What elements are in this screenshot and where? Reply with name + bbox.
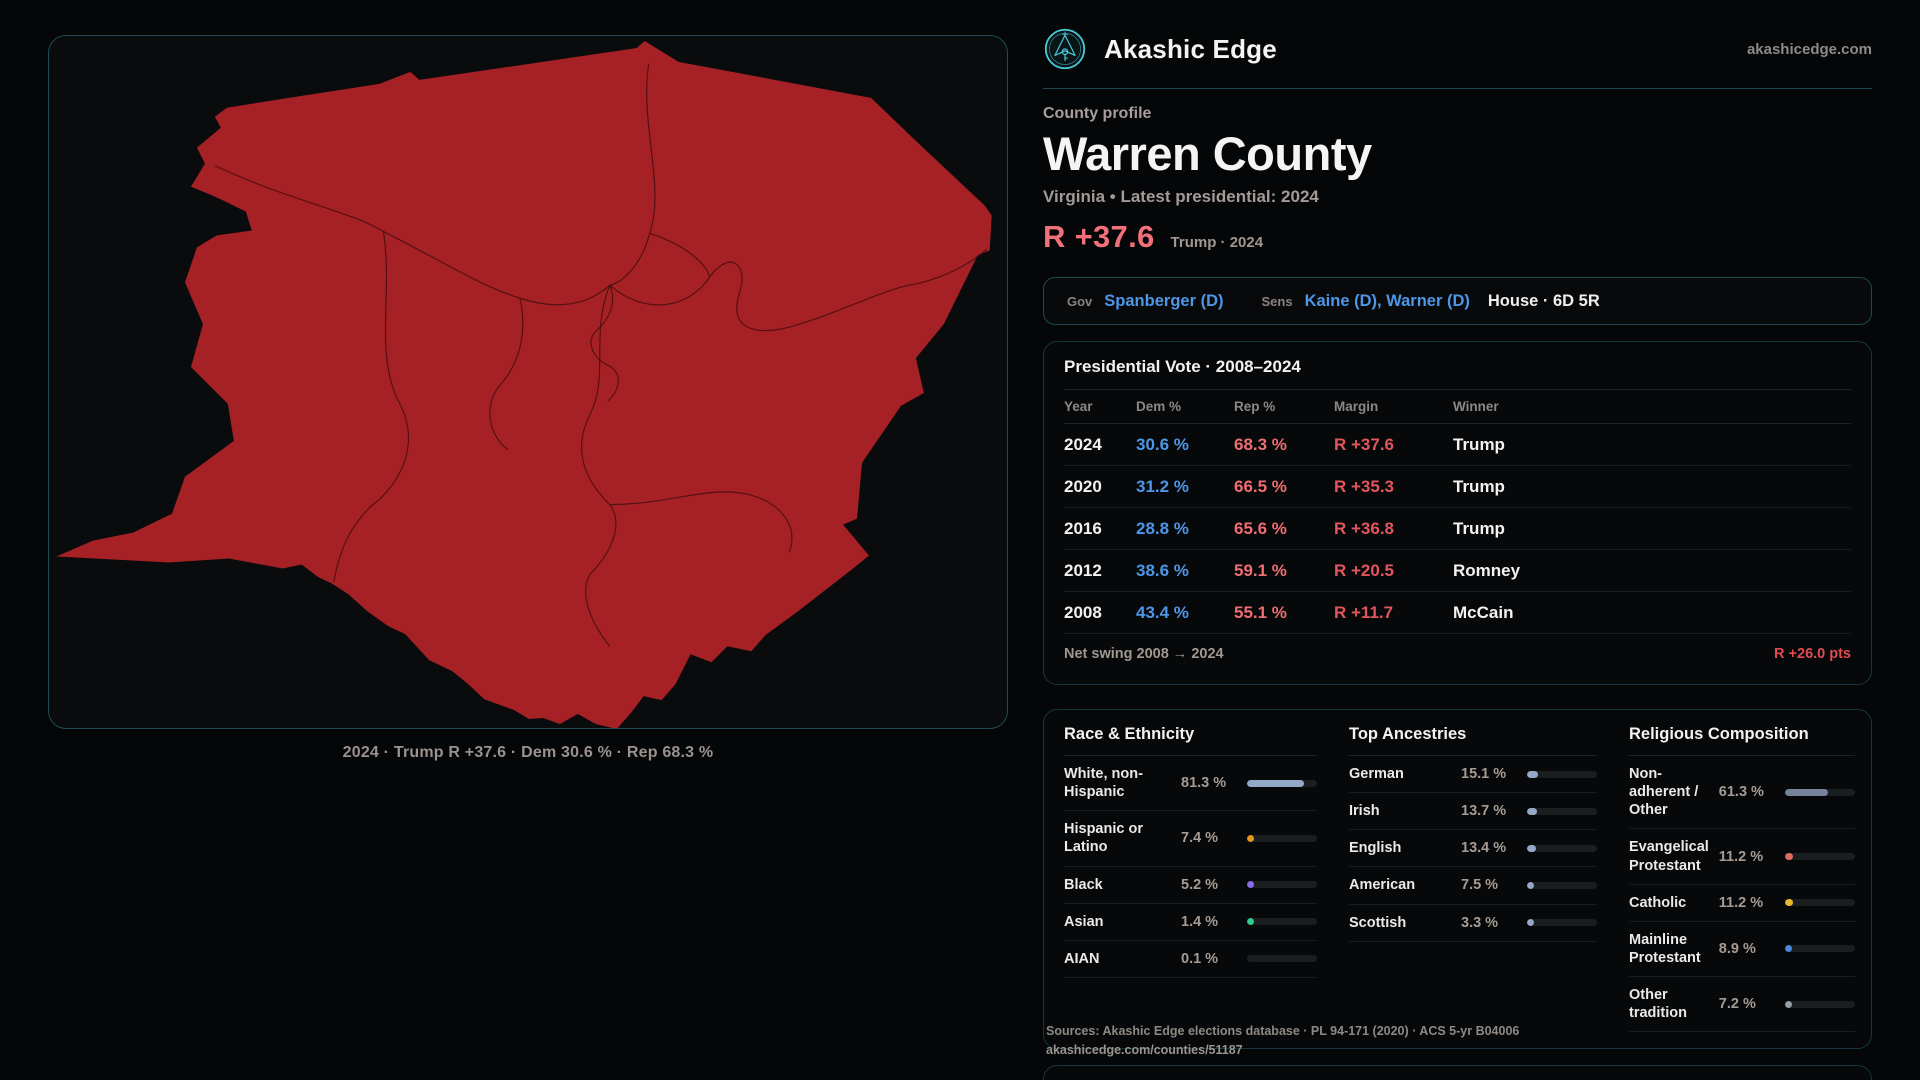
race-row: Black 5.2 % [1064,867,1317,904]
race-row: AIAN 0.1 % [1064,941,1317,978]
net-swing-value: R +26.0 pts [1774,646,1851,663]
demographics-panel: Race & Ethnicity White, non-Hispanic 81.… [1043,709,1872,1057]
precinct-boundaries [214,63,988,647]
stat-bar [1247,955,1317,963]
col-rep: Rep % [1234,399,1276,415]
vote-table-title: Presidential Vote · 2008–2024 [1064,357,1851,391]
stat-bar [1527,807,1597,815]
page-title: Warren County [1043,127,1372,180]
table-row-2012: 2012 38.6 % 59.1 % R +20.5 Romney [1064,550,1851,593]
stat-bar [1527,881,1597,889]
race-ethnicity-column: Race & Ethnicity White, non-Hispanic 81.… [1064,725,1317,1032]
race-title: Race & Ethnicity [1064,725,1317,757]
religion-title: Religious Composition [1629,725,1855,757]
table-row-2020: 2020 31.2 % 66.5 % R +35.3 Trump [1064,466,1851,509]
ancestries-column: Top Ancestries German 15.1 % Irish 13.7 … [1349,725,1597,1032]
net-swing-row: Net swing 2008 → 2024 R +26.0 pts [1064,634,1851,674]
brand-domain-link[interactable]: akashicedge.com [1746,40,1872,58]
race-row: White, non-Hispanic 81.3 % [1064,756,1317,812]
net-swing-label: Net swing 2008 → 2024 [1064,646,1224,663]
header-divider [1043,88,1872,89]
stat-bar [1784,1000,1855,1008]
race-row: Asian 1.4 % [1064,904,1317,941]
margin-note: Trump · 2024 [1170,234,1264,252]
sources-note: Sources: Akashic Edge elections database… [1046,1022,1519,1060]
stat-bar [1247,881,1317,889]
stat-bar [1527,919,1597,927]
stat-bar [1784,945,1855,953]
map-caption: 2024 · Trump R +37.6 · Dem 30.6 % · Rep … [342,744,714,761]
presidential-vote-panel: Presidential Vote · 2008–2024 Year Dem %… [1043,341,1872,686]
stat-bar [1784,788,1855,796]
profile-content: Akashic Edge akashicedge.com County prof… [1043,26,1872,1080]
religion-row: Catholic 11.2 % [1629,885,1855,922]
governor-value: Spanberger (D) [1104,291,1224,310]
senators-label: Sens [1261,293,1293,309]
stat-bar [1527,844,1597,852]
ancestry-row: Scottish 3.3 % [1349,905,1597,942]
vote-table-header: Year Dem % Rep % Margin Winner [1064,390,1851,425]
county-map-section: 2024 · Trump R +37.6 · Dem 30.6 % · Rep … [48,35,1008,762]
col-dem: Dem % [1136,399,1182,415]
religion-column: Religious Composition Non-adherent / Oth… [1629,725,1855,1033]
economics-language-panel: Economics & Language [1043,1065,1872,1080]
akashic-edge-logo-icon [1044,28,1086,70]
col-margin: Margin [1334,399,1379,415]
col-winner: Winner [1453,399,1499,415]
senators-value: Kaine (D), Warner (D) [1304,291,1470,310]
page-subtitle: Virginia • Latest presidential: 2024 [1043,187,1319,207]
stat-bar [1784,899,1855,907]
latest-margin: R +37.6 Trump · 2024 [1043,219,1872,255]
officials-bar: Gov Spanberger (D) Sens Kaine (D), Warne… [1043,277,1872,326]
ancestry-row: Irish 13.7 % [1349,793,1597,831]
religion-row: Other tradition 7.2 % [1629,977,1855,1033]
religion-row: Non-adherent / Other 61.3 % [1629,756,1855,830]
table-row-2008: 2008 43.4 % 55.1 % R +11.7 McCain [1064,592,1851,635]
kicker-label: County profile [1043,105,1152,122]
sources-line: Sources: Akashic Edge elections database… [1046,1024,1520,1039]
brand-name: Akashic Edge [1104,33,1277,64]
county-url-link[interactable]: akashicedge.com/counties/51187 [1046,1043,1243,1058]
religion-row: Evangelical Protestant 11.2 % [1629,829,1855,885]
ancestry-row: English 13.4 % [1349,830,1597,868]
county-map [56,40,992,728]
stat-bar [1247,918,1317,926]
stat-bar [1247,779,1317,787]
county-map-panel [48,35,1008,729]
religion-row: Mainline Protestant 8.9 % [1629,922,1855,978]
county-shape [56,40,992,728]
stat-bar [1527,770,1597,778]
governor-label: Gov [1067,293,1093,309]
brand-header: Akashic Edge akashicedge.com [1043,26,1872,72]
house-delegation: House · 6D 5R [1487,291,1600,310]
ancestries-title: Top Ancestries [1349,725,1597,757]
ancestry-row: German 15.1 % [1349,756,1597,794]
race-row: Hispanic or Latino 7.4 % [1064,811,1317,867]
stat-bar [1784,853,1855,861]
margin-value: R +37.6 [1043,219,1155,255]
col-year: Year [1064,399,1093,415]
table-row-2016: 2016 28.8 % 65.6 % R +36.8 Trump [1064,508,1851,551]
stat-bar [1247,834,1317,842]
ancestry-row: American 7.5 % [1349,867,1597,905]
table-row-2024: 2024 30.6 % 68.3 % R +37.6 Trump [1064,424,1851,467]
